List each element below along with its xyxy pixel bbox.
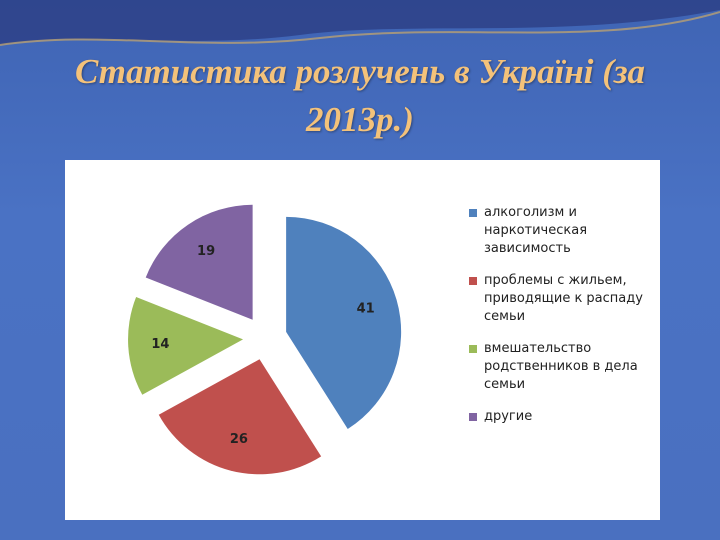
pie: 41 26 14 19: [128, 204, 402, 475]
pie-slice: [286, 216, 402, 429]
data-label: 14: [151, 337, 169, 352]
data-label: 19: [197, 244, 215, 259]
pie-slice: [145, 204, 253, 320]
legend-label: другие: [484, 409, 533, 424]
chart-title: Статистика розлучень в Україні (за 2013р…: [74, 52, 646, 139]
legend-item: другие: [469, 408, 659, 426]
legend-label: алкоголизм и наркотическая зависимость: [484, 205, 588, 256]
legend-item: алкоголизм и наркотическая зависимость: [469, 204, 659, 258]
legend-label: вмешательство родственников в дела семьи: [484, 341, 638, 392]
chart-area: 41 26 14 19 алкоголизм и наркотическая зави…: [65, 160, 660, 520]
legend-swatch: [469, 413, 477, 421]
legend-swatch: [469, 209, 477, 217]
data-label: 26: [230, 432, 248, 447]
legend-item: проблемы с жильем, приводящие к распаду …: [469, 272, 659, 326]
decoration: [0, 0, 720, 46]
legend-label: проблемы с жильем, приводящие к распаду …: [484, 273, 643, 324]
legend-swatch: [469, 345, 477, 353]
pie-slice: [158, 359, 322, 475]
legend-swatch: [469, 277, 477, 285]
legend-item: вмешательство родственников в дела семьи: [469, 340, 659, 394]
legend: алкоголизм и наркотическая зависимость пр…: [469, 204, 659, 426]
data-label: 41: [357, 301, 375, 316]
pie-slice: [128, 297, 244, 395]
